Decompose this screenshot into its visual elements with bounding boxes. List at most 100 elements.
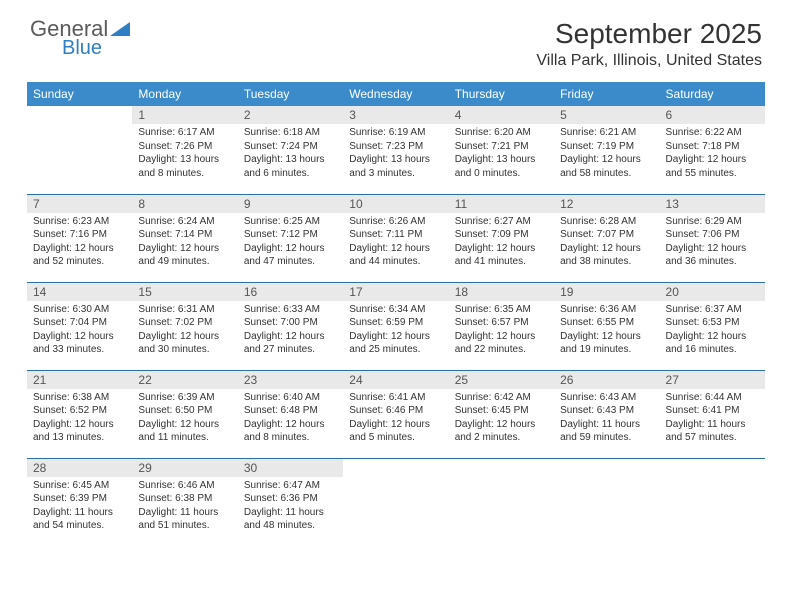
- day-number: 29: [132, 459, 237, 477]
- sunrise-line: Sunrise: 6:42 AM: [455, 391, 548, 405]
- title-block: September 2025 Villa Park, Illinois, Uni…: [536, 18, 762, 70]
- day-number: 7: [27, 195, 132, 213]
- day-details: Sunrise: 6:25 AMSunset: 7:12 PMDaylight:…: [238, 213, 343, 273]
- day-number: 1: [132, 106, 237, 124]
- calendar-cell: 2Sunrise: 6:18 AMSunset: 7:24 PMDaylight…: [238, 106, 343, 194]
- daylight-line: Daylight: 12 hours and 19 minutes.: [560, 330, 653, 357]
- daylight-line: Daylight: 12 hours and 30 minutes.: [138, 330, 231, 357]
- sunrise-line: Sunrise: 6:23 AM: [33, 215, 126, 229]
- calendar-cell: 8Sunrise: 6:24 AMSunset: 7:14 PMDaylight…: [132, 194, 237, 282]
- brand-logo: General Blue: [30, 18, 130, 58]
- calendar-cell: 22Sunrise: 6:39 AMSunset: 6:50 PMDayligh…: [132, 370, 237, 458]
- day-number: 20: [660, 283, 765, 301]
- daylight-line: Daylight: 13 hours and 8 minutes.: [138, 153, 231, 180]
- sunrise-line: Sunrise: 6:45 AM: [33, 479, 126, 493]
- calendar-cell: [660, 458, 765, 546]
- day-details: Sunrise: 6:26 AMSunset: 7:11 PMDaylight:…: [343, 213, 448, 273]
- calendar-table: SundayMondayTuesdayWednesdayThursdayFrid…: [27, 82, 765, 546]
- weekday-header: Thursday: [449, 82, 554, 106]
- daylight-line: Daylight: 12 hours and 52 minutes.: [33, 242, 126, 269]
- day-details: Sunrise: 6:44 AMSunset: 6:41 PMDaylight:…: [660, 389, 765, 449]
- sunset-line: Sunset: 7:21 PM: [455, 140, 548, 154]
- day-number: 11: [449, 195, 554, 213]
- weekday-header: Wednesday: [343, 82, 448, 106]
- calendar-cell: 15Sunrise: 6:31 AMSunset: 7:02 PMDayligh…: [132, 282, 237, 370]
- brand-triangle-icon: [110, 18, 130, 40]
- day-details: Sunrise: 6:36 AMSunset: 6:55 PMDaylight:…: [554, 301, 659, 361]
- sunset-line: Sunset: 7:04 PM: [33, 316, 126, 330]
- weekday-header: Friday: [554, 82, 659, 106]
- sunset-line: Sunset: 7:18 PM: [666, 140, 759, 154]
- sunset-line: Sunset: 7:26 PM: [138, 140, 231, 154]
- day-number: 5: [554, 106, 659, 124]
- sunset-line: Sunset: 6:50 PM: [138, 404, 231, 418]
- day-details: Sunrise: 6:31 AMSunset: 7:02 PMDaylight:…: [132, 301, 237, 361]
- sunrise-line: Sunrise: 6:47 AM: [244, 479, 337, 493]
- daylight-line: Daylight: 12 hours and 36 minutes.: [666, 242, 759, 269]
- sunrise-line: Sunrise: 6:27 AM: [455, 215, 548, 229]
- daylight-line: Daylight: 11 hours and 48 minutes.: [244, 506, 337, 533]
- sunset-line: Sunset: 7:00 PM: [244, 316, 337, 330]
- sunrise-line: Sunrise: 6:34 AM: [349, 303, 442, 317]
- day-details: Sunrise: 6:47 AMSunset: 6:36 PMDaylight:…: [238, 477, 343, 537]
- daylight-line: Daylight: 12 hours and 47 minutes.: [244, 242, 337, 269]
- sunset-line: Sunset: 7:14 PM: [138, 228, 231, 242]
- calendar-cell: 23Sunrise: 6:40 AMSunset: 6:48 PMDayligh…: [238, 370, 343, 458]
- sunset-line: Sunset: 6:43 PM: [560, 404, 653, 418]
- calendar-cell: [27, 106, 132, 194]
- calendar-cell: 9Sunrise: 6:25 AMSunset: 7:12 PMDaylight…: [238, 194, 343, 282]
- day-number: 16: [238, 283, 343, 301]
- day-number: 3: [343, 106, 448, 124]
- calendar-cell: 3Sunrise: 6:19 AMSunset: 7:23 PMDaylight…: [343, 106, 448, 194]
- sunrise-line: Sunrise: 6:19 AM: [349, 126, 442, 140]
- day-details: Sunrise: 6:23 AMSunset: 7:16 PMDaylight:…: [27, 213, 132, 273]
- sunrise-line: Sunrise: 6:40 AM: [244, 391, 337, 405]
- sunrise-line: Sunrise: 6:31 AM: [138, 303, 231, 317]
- calendar-cell: 30Sunrise: 6:47 AMSunset: 6:36 PMDayligh…: [238, 458, 343, 546]
- calendar-cell: [554, 458, 659, 546]
- daylight-line: Daylight: 12 hours and 5 minutes.: [349, 418, 442, 445]
- sunrise-line: Sunrise: 6:17 AM: [138, 126, 231, 140]
- day-details: Sunrise: 6:42 AMSunset: 6:45 PMDaylight:…: [449, 389, 554, 449]
- sunrise-line: Sunrise: 6:36 AM: [560, 303, 653, 317]
- calendar-cell: 18Sunrise: 6:35 AMSunset: 6:57 PMDayligh…: [449, 282, 554, 370]
- daylight-line: Daylight: 12 hours and 55 minutes.: [666, 153, 759, 180]
- daylight-line: Daylight: 12 hours and 41 minutes.: [455, 242, 548, 269]
- sunset-line: Sunset: 7:02 PM: [138, 316, 231, 330]
- day-number: 2: [238, 106, 343, 124]
- daylight-line: Daylight: 12 hours and 13 minutes.: [33, 418, 126, 445]
- daylight-line: Daylight: 11 hours and 57 minutes.: [666, 418, 759, 445]
- calendar-week-row: 14Sunrise: 6:30 AMSunset: 7:04 PMDayligh…: [27, 282, 765, 370]
- daylight-line: Daylight: 11 hours and 54 minutes.: [33, 506, 126, 533]
- weekday-header: Tuesday: [238, 82, 343, 106]
- sunset-line: Sunset: 7:11 PM: [349, 228, 442, 242]
- day-details: Sunrise: 6:27 AMSunset: 7:09 PMDaylight:…: [449, 213, 554, 273]
- sunset-line: Sunset: 7:23 PM: [349, 140, 442, 154]
- sunset-line: Sunset: 6:59 PM: [349, 316, 442, 330]
- day-details: Sunrise: 6:45 AMSunset: 6:39 PMDaylight:…: [27, 477, 132, 537]
- calendar-cell: 24Sunrise: 6:41 AMSunset: 6:46 PMDayligh…: [343, 370, 448, 458]
- daylight-line: Daylight: 12 hours and 58 minutes.: [560, 153, 653, 180]
- day-number: 10: [343, 195, 448, 213]
- daylight-line: Daylight: 12 hours and 44 minutes.: [349, 242, 442, 269]
- calendar-cell: 28Sunrise: 6:45 AMSunset: 6:39 PMDayligh…: [27, 458, 132, 546]
- calendar-head: SundayMondayTuesdayWednesdayThursdayFrid…: [27, 82, 765, 106]
- sunrise-line: Sunrise: 6:37 AM: [666, 303, 759, 317]
- calendar-cell: 20Sunrise: 6:37 AMSunset: 6:53 PMDayligh…: [660, 282, 765, 370]
- calendar-cell: [343, 458, 448, 546]
- day-details: Sunrise: 6:20 AMSunset: 7:21 PMDaylight:…: [449, 124, 554, 184]
- daylight-line: Daylight: 13 hours and 0 minutes.: [455, 153, 548, 180]
- daylight-line: Daylight: 12 hours and 2 minutes.: [455, 418, 548, 445]
- sunset-line: Sunset: 6:48 PM: [244, 404, 337, 418]
- calendar-cell: 11Sunrise: 6:27 AMSunset: 7:09 PMDayligh…: [449, 194, 554, 282]
- day-number: 26: [554, 371, 659, 389]
- sunrise-line: Sunrise: 6:25 AM: [244, 215, 337, 229]
- day-details: Sunrise: 6:22 AMSunset: 7:18 PMDaylight:…: [660, 124, 765, 184]
- day-details: Sunrise: 6:41 AMSunset: 6:46 PMDaylight:…: [343, 389, 448, 449]
- day-details: Sunrise: 6:39 AMSunset: 6:50 PMDaylight:…: [132, 389, 237, 449]
- day-number: 13: [660, 195, 765, 213]
- sunset-line: Sunset: 7:16 PM: [33, 228, 126, 242]
- calendar-cell: 1 Sunrise: 6:17 AMSunset: 7:26 PMDaylight…: [132, 106, 237, 194]
- day-number: 17: [343, 283, 448, 301]
- sunrise-line: Sunrise: 6:33 AM: [244, 303, 337, 317]
